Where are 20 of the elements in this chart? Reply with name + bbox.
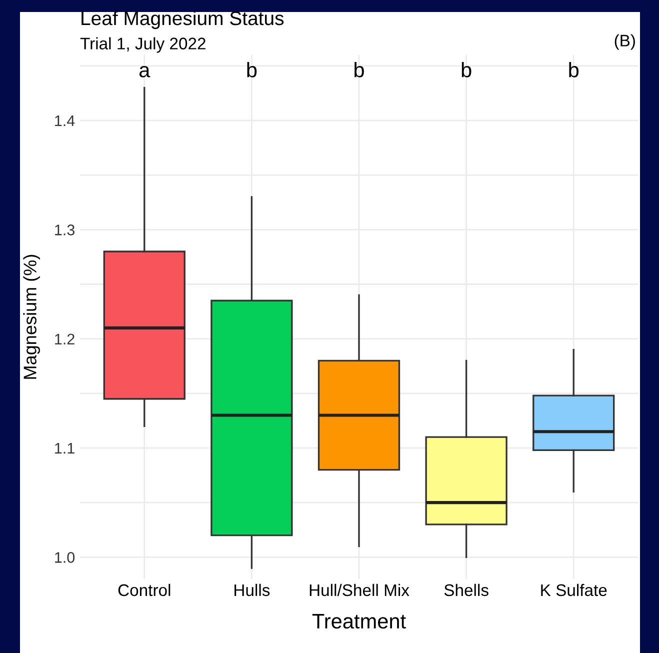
- x-axis-title: Treatment: [312, 614, 406, 629]
- x-tick-label: Control: [118, 584, 170, 596]
- annotation: b: [247, 62, 257, 78]
- x-tick-label: Hull/Shell Mix: [310, 584, 410, 596]
- y-tick-label: 1.0: [55, 552, 75, 563]
- y-axis-title: Magnesium (%): [23, 254, 40, 379]
- y-tick-label: 1.1: [55, 443, 74, 454]
- text: (B): [614, 34, 635, 50]
- annotation: b: [462, 62, 472, 78]
- annotation: a: [139, 66, 150, 78]
- annotation: b: [354, 62, 364, 78]
- annotation: b: [569, 62, 579, 78]
- y-tick-label: 1.4: [55, 116, 75, 126]
- y-tick-label: 1.3: [55, 224, 74, 236]
- x-tick-label: Shells: [444, 584, 488, 596]
- x-tick-label: Hulls: [234, 584, 270, 596]
- chart-subtitle: Trial 1, July 2022: [80, 37, 206, 53]
- chart-title: Leaf Magnesium Status: [82, 10, 284, 30]
- y-tick-label: 1.2: [55, 334, 74, 344]
- x-tick-label: K Sulfate: [541, 584, 607, 596]
